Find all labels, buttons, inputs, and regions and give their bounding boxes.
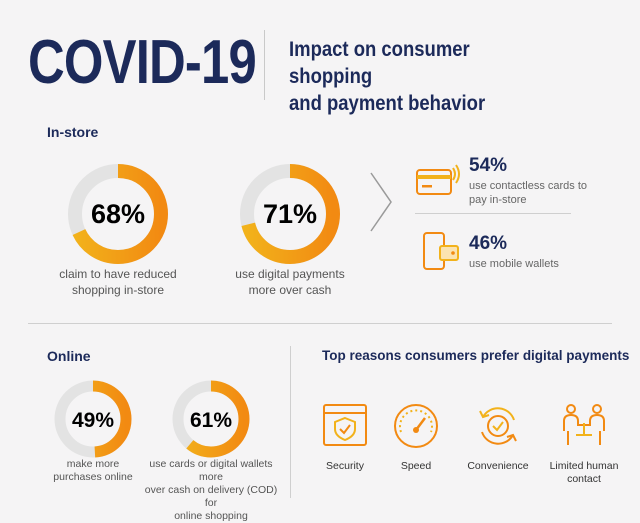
reason-label-line: Security [326,460,364,472]
stat-text-line: pay in-store [469,194,527,206]
caption-line: use digital payments [235,267,345,281]
stat-text-line: use mobile wallets [469,258,559,270]
ring-caption: make more purchases online [33,458,153,484]
ring-percent: 71% [263,199,317,229]
mobile-wallet-icon [423,232,459,270]
online-ring-cards-over-cod: 61% [172,380,250,458]
caption-line: purchases online [53,471,133,483]
page-title: COVID-19 [28,28,257,97]
online-ring-more-purchases: 49% [54,380,132,458]
reason-label: Speed [376,460,456,473]
stat-percent: 54% [469,155,508,176]
in-store-ring-digital-payments: 71% [240,164,340,264]
limited-contact-icon [563,404,605,445]
reason-label-line: Speed [400,460,432,472]
caption-line: online shopping [174,510,248,522]
ring-caption: use digital payments more over cash [210,266,370,298]
ring-caption: use cards or digital wallets more over c… [141,458,281,523]
subtitle-line-1: Impact on consumer shopping [289,38,470,88]
ring-progress-arc [68,164,168,264]
stat-divider [415,213,571,214]
reason-label: Security [305,460,385,473]
stat-text-line: use contactless cards to [469,180,588,192]
caption-line: make more [66,458,120,470]
reason-label-line: contact [567,473,601,485]
speedometer-icon [394,404,438,448]
stat-percent: 46% [469,233,508,254]
ring-percent: 61% [190,409,232,432]
ring-caption: claim to have reduced shopping in-store [38,266,198,298]
reason-label-line: Limited human [549,460,619,472]
chevron-right-icon [370,172,392,232]
caption-line: more over cash [248,283,332,297]
in-store-ring-reduced-shopping: 68% [68,164,168,264]
contactless-card-icon [416,164,460,195]
section-divider-vertical [290,346,291,498]
reason-label: Convenience [458,460,538,473]
stat-text: use contactless cards to pay in-store [469,179,609,207]
reason-label: Limited human contact [544,460,624,486]
section-divider [28,323,612,324]
subtitle-line-2: and payment behavior [289,92,486,115]
reasons-title: Top reasons consumers prefer digital pay… [322,348,630,363]
caption-line: claim to have reduced [59,267,177,281]
caption-line: shopping in-store [71,283,165,297]
caption-line: use cards or digital wallets more [149,458,273,483]
ring-percent: 49% [72,409,114,432]
online-label: Online [47,348,91,364]
ring-progress-arc [240,164,340,264]
reason-label-line: Convenience [467,460,529,472]
title-divider [264,30,265,100]
ring-progress-arc [54,380,132,458]
ring-progress-arc [172,380,250,458]
stat-text: use mobile wallets [469,257,609,271]
ring-percent: 68% [91,199,145,229]
convenience-check-icon [479,407,517,445]
in-store-label: In-store [47,124,99,140]
security-shield-icon [323,404,367,446]
page-subtitle: Impact on consumer shopping and payment … [289,36,553,117]
caption-line: over cash on delivery (COD) for [144,484,278,509]
